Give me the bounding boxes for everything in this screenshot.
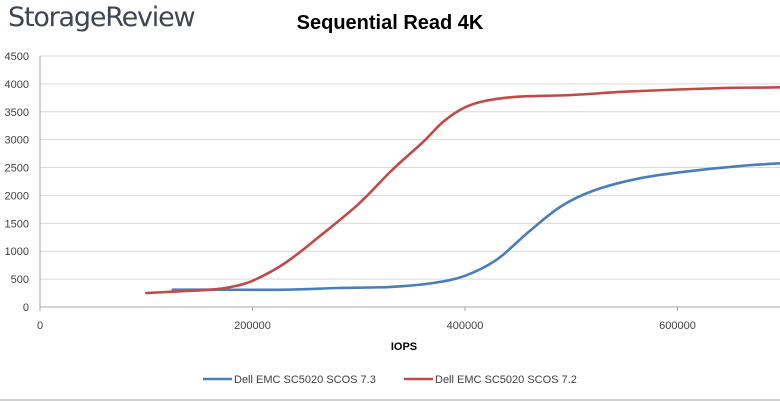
y-tick-label: 1500 (5, 218, 29, 230)
legend-label-1: Dell EMC SC5020 SCOS 7.3 (234, 374, 376, 386)
y-tick-labels: 0 500 1000 1500 2000 2500 3000 3500 4000 4500 (5, 51, 29, 314)
series-line-1 (171, 162, 780, 292)
series-lines (145, 85, 780, 295)
y-tick-label: 500 (11, 274, 29, 286)
legend: Dell EMC SC5020 SCOS 7.3 Dell EMC SC5020 … (203, 374, 577, 386)
y-tick-label: 0 (23, 302, 29, 314)
axes (39, 56, 780, 311)
chart-title: Sequential Read 4K (296, 12, 484, 34)
x-tick-label: 600000 (659, 320, 696, 332)
x-tick-label: 200000 (234, 320, 271, 332)
y-tick-label: 2500 (5, 163, 29, 175)
brand-logo: StorageReview (8, 2, 196, 33)
series-line-2 (145, 85, 780, 295)
x-axis-label: IOPS (391, 341, 417, 353)
legend-label-2: Dell EMC SC5020 SCOS 7.2 (435, 374, 577, 386)
grid-lines (40, 55, 780, 280)
x-tick-label: 0 (37, 320, 43, 332)
y-tick-label: 3000 (5, 135, 29, 147)
y-tick-label: 2000 (5, 190, 29, 202)
y-tick-label: 4000 (5, 79, 29, 91)
x-tick-labels: 0200000400000600000800000100000012000001… (37, 320, 696, 332)
y-tick-label: 4500 (5, 51, 29, 63)
y-tick-label: 1000 (5, 246, 29, 258)
y-tick-label: 3500 (5, 107, 29, 119)
x-tick-label: 400000 (447, 320, 484, 332)
